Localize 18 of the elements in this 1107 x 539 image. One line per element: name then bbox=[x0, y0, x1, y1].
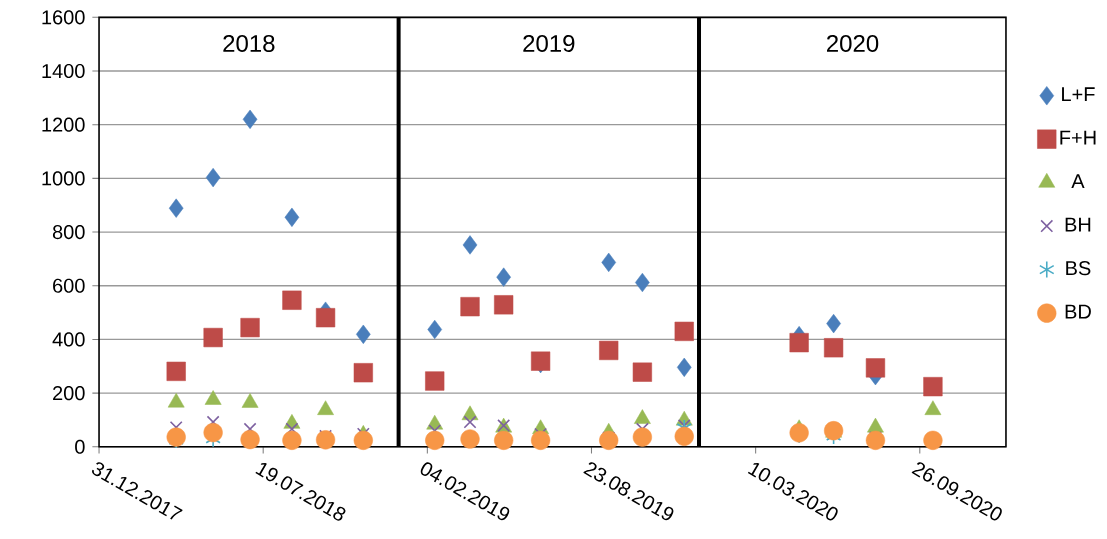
y-tick-label: 1000 bbox=[42, 171, 85, 186]
y-tick-label: 800 bbox=[52, 225, 85, 240]
y-tick-label: 1400 bbox=[42, 64, 85, 79]
legend-label: BS bbox=[1066, 261, 1091, 276]
y-tick-label: 1600 bbox=[42, 10, 85, 25]
y-tick-label: 0 bbox=[75, 439, 85, 454]
y-tick-label: 1200 bbox=[42, 117, 85, 132]
annotation: 2020 bbox=[827, 35, 879, 53]
legend-label: F+H bbox=[1060, 130, 1096, 145]
legend-label: BH bbox=[1065, 217, 1091, 232]
y-tick-label: 200 bbox=[53, 386, 85, 401]
legend-label: L+F bbox=[1062, 87, 1095, 102]
y-tick-label: 400 bbox=[52, 332, 85, 347]
legend-label: A bbox=[1071, 174, 1085, 189]
legend-label: BD bbox=[1065, 304, 1091, 319]
annotation: 2018 bbox=[223, 35, 275, 53]
annotation: 2019 bbox=[523, 35, 575, 53]
y-tick-label: 600 bbox=[53, 278, 85, 293]
